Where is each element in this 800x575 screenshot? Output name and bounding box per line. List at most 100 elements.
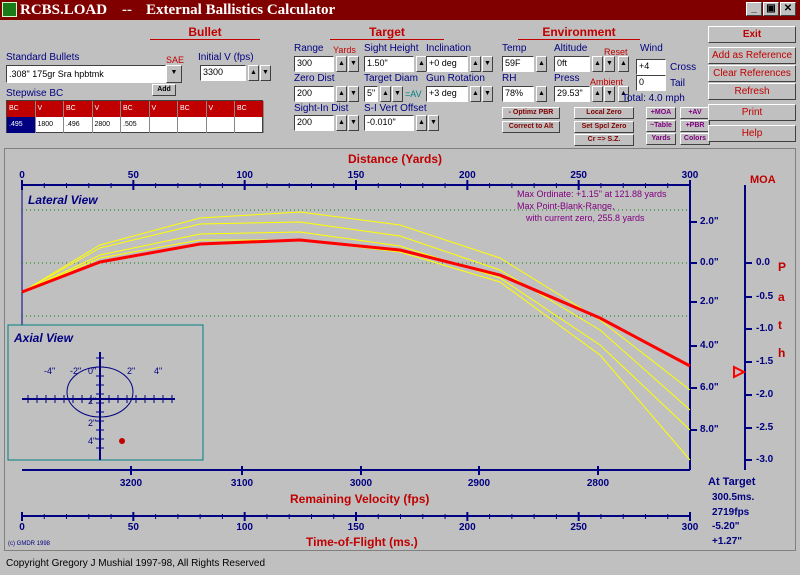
refresh-button[interactable]: Refresh — [708, 83, 796, 100]
tof-tick-label: 300 — [681, 522, 699, 533]
si-vert-down[interactable]: ▼ — [428, 115, 439, 131]
inch-tick-label: 8.0" — [700, 424, 719, 435]
sight-height-input[interactable]: 1.50" — [364, 56, 414, 72]
standard-bullets-select[interactable]: .308" 175gr Sra hpbtmk — [6, 65, 166, 83]
cr-to-sz-button[interactable]: Cr => S.Z. — [574, 134, 634, 146]
cross-label: Cross — [670, 62, 697, 73]
inclination-up[interactable]: ▲ — [470, 56, 481, 72]
target-diam-label: Target Diam — [364, 73, 418, 84]
clear-references-button[interactable]: Clear References — [708, 65, 796, 82]
si-vert-up[interactable]: ▲ — [416, 115, 427, 131]
bc-value-cell[interactable] — [207, 117, 235, 133]
bc-header-cell: V — [36, 101, 64, 117]
target-diam-up[interactable]: ▲ — [380, 86, 391, 102]
altitude-reset-up[interactable]: ▲ — [618, 56, 629, 72]
velocity-tick-label: 3200 — [119, 478, 143, 489]
close-icon[interactable]: ✕ — [780, 2, 796, 16]
bc-value-cell[interactable]: 1800 — [36, 117, 64, 133]
rh-up[interactable]: ▲ — [536, 86, 547, 102]
bc-value-cell[interactable]: .505 — [121, 117, 150, 133]
altitude-label: Altitude — [554, 43, 588, 54]
chevron-down-icon[interactable]: ▼ — [166, 65, 182, 83]
bc-header-cell: BC — [121, 101, 150, 117]
range-down[interactable]: ▼ — [348, 56, 359, 72]
rh-input[interactable]: 78% — [502, 86, 534, 102]
print-button[interactable]: Print — [708, 104, 796, 121]
gun-rotation-input[interactable]: +3 deg — [426, 86, 468, 102]
table-button[interactable]: ~Table — [646, 120, 676, 132]
environment-header: Environment — [518, 25, 640, 40]
app-icon[interactable] — [2, 2, 17, 17]
bc-header-cell: V — [150, 101, 178, 117]
zero-dist-up[interactable]: ▲ — [336, 86, 347, 102]
optimize-pbr-button[interactable]: - Optimz PBR — [502, 107, 560, 119]
temp-up[interactable]: ▲ — [536, 56, 547, 72]
yards-button[interactable]: Yards — [646, 133, 676, 145]
si-vert-offset-input[interactable]: -0.010" — [364, 115, 414, 131]
maximize-icon[interactable]: ▣ — [763, 2, 779, 16]
inclination-input[interactable]: +0 deg — [426, 56, 468, 72]
stepwise-bc-table[interactable]: BC V BC V BC V BC V BC .495 1800.496 2800.505 — [6, 100, 264, 133]
bc-value-cell[interactable]: .496 — [64, 117, 93, 133]
range-up[interactable]: ▲ — [336, 56, 347, 72]
set-special-zero-button[interactable]: Set Spcl Zero — [574, 121, 634, 133]
target-diam-down[interactable]: ▼ — [392, 86, 403, 102]
minimize-icon[interactable]: _ — [746, 2, 762, 16]
inch-tick-label: 2.0" — [700, 296, 719, 307]
si-vert-offset-label: S-I Vert Offset — [364, 103, 427, 114]
lateral-view-title: Lateral View — [28, 193, 98, 207]
sight-in-down[interactable]: ▼ — [348, 115, 359, 131]
initial-v-input[interactable]: 3300 — [200, 65, 246, 81]
wind-tail-input[interactable]: 0 — [636, 75, 666, 91]
altitude-input[interactable]: 0ft — [554, 56, 590, 72]
add-reference-button[interactable]: Add as Reference — [708, 47, 796, 64]
wind-cross-input[interactable]: +4 — [636, 59, 666, 75]
exit-button[interactable]: Exit — [708, 26, 796, 43]
gun-rotation-up[interactable]: ▲ — [470, 86, 481, 102]
bc-value-cell[interactable]: 2800 — [93, 117, 121, 133]
colors-button[interactable]: Colors — [680, 133, 710, 145]
reset-label[interactable]: Reset — [604, 47, 628, 57]
av-button[interactable]: +AV — [680, 107, 710, 119]
press-ambient-up[interactable]: ▲ — [618, 86, 629, 102]
press-up[interactable]: ▲ — [592, 86, 603, 102]
add-bullet-button[interactable]: Add — [152, 84, 176, 96]
temp-input[interactable]: 59F — [502, 56, 534, 72]
inch-tick-label: 6.0" — [700, 382, 719, 393]
initial-v-down[interactable]: ▼ — [260, 65, 271, 81]
initial-v-up[interactable]: ▲ — [248, 65, 259, 81]
tof-tick-label: 50 — [127, 522, 139, 533]
moa-button[interactable]: +MOA — [646, 107, 676, 119]
altitude-down[interactable]: ▼ — [604, 56, 615, 72]
velocity-axis-title: Remaining Velocity (fps) — [290, 492, 430, 506]
bc-value-cell[interactable] — [178, 117, 207, 133]
pbr-button[interactable]: +PBR — [680, 120, 710, 132]
bc-value-cell[interactable] — [235, 117, 264, 133]
bc-value-row[interactable]: .495 1800.496 2800.505 — [7, 117, 264, 133]
bc-value-cell[interactable]: .495 — [7, 117, 36, 133]
bc-value-cell[interactable] — [150, 117, 178, 133]
zero-dist-input[interactable]: 200 — [294, 86, 334, 102]
tof-tick-label: 150 — [347, 522, 365, 533]
altitude-up[interactable]: ▲ — [592, 56, 603, 72]
inclination-down[interactable]: ▼ — [482, 56, 493, 72]
moa-tick-label: -0.5 — [756, 291, 774, 302]
target-diam-input[interactable]: 5" — [364, 86, 378, 102]
press-input[interactable]: 29.53" — [554, 86, 590, 102]
ambient-label[interactable]: Ambient — [590, 77, 624, 87]
help-button[interactable]: Help — [708, 125, 796, 142]
moa-tick-label: -2.0 — [756, 389, 774, 400]
sight-in-dist-input[interactable]: 200 — [294, 115, 334, 131]
axial-label: -4" — [44, 366, 56, 376]
sight-in-up[interactable]: ▲ — [336, 115, 347, 131]
correct-to-alt-button[interactable]: Correct to Alt — [502, 121, 560, 133]
range-input[interactable]: 300 — [294, 56, 334, 72]
local-zero-button[interactable]: Local Zero — [574, 107, 634, 119]
gun-rotation-down[interactable]: ▼ — [482, 86, 493, 102]
app-name: RCBS.LOAD — [20, 2, 108, 18]
bc-header-cell: BC — [7, 101, 36, 117]
zero-dist-down[interactable]: ▼ — [348, 86, 359, 102]
press-down[interactable]: ▼ — [604, 86, 615, 102]
bc-header-cell: BC — [235, 101, 264, 117]
bc-header-cell: BC — [64, 101, 93, 117]
